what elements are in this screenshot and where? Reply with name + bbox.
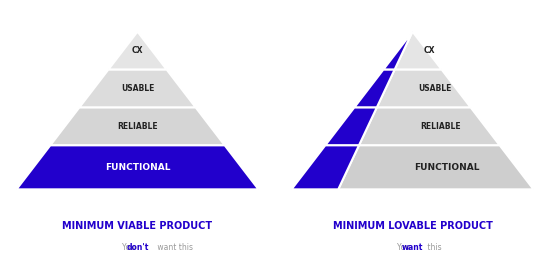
Text: MINIMUM VIABLE PRODUCT: MINIMUM VIABLE PRODUCT <box>63 221 212 231</box>
Polygon shape <box>377 69 471 107</box>
Text: want: want <box>402 243 423 252</box>
Polygon shape <box>16 145 258 189</box>
Text: FUNCTIONAL: FUNCTIONAL <box>104 163 170 172</box>
Text: CX: CX <box>132 46 143 55</box>
Polygon shape <box>383 32 412 69</box>
Text: RELIABLE: RELIABLE <box>420 122 461 131</box>
Polygon shape <box>51 107 224 145</box>
Polygon shape <box>79 69 196 107</box>
Text: RELIABLE: RELIABLE <box>117 122 158 131</box>
Polygon shape <box>292 145 359 189</box>
Text: CX: CX <box>424 46 435 55</box>
Text: You: You <box>122 243 138 252</box>
Text: You: You <box>397 243 412 252</box>
Polygon shape <box>354 69 395 107</box>
Polygon shape <box>108 32 167 69</box>
Polygon shape <box>338 145 534 189</box>
Polygon shape <box>359 107 499 145</box>
Polygon shape <box>395 32 442 69</box>
Text: USABLE: USABLE <box>418 84 452 93</box>
Text: MINIMUM LOVABLE PRODUCT: MINIMUM LOVABLE PRODUCT <box>333 221 492 231</box>
Text: want this: want this <box>155 243 193 252</box>
Polygon shape <box>326 107 377 145</box>
Text: USABLE: USABLE <box>121 84 154 93</box>
Text: FUNCTIONAL: FUNCTIONAL <box>414 163 480 172</box>
Text: don't: don't <box>126 243 148 252</box>
Text: this: this <box>425 243 441 252</box>
